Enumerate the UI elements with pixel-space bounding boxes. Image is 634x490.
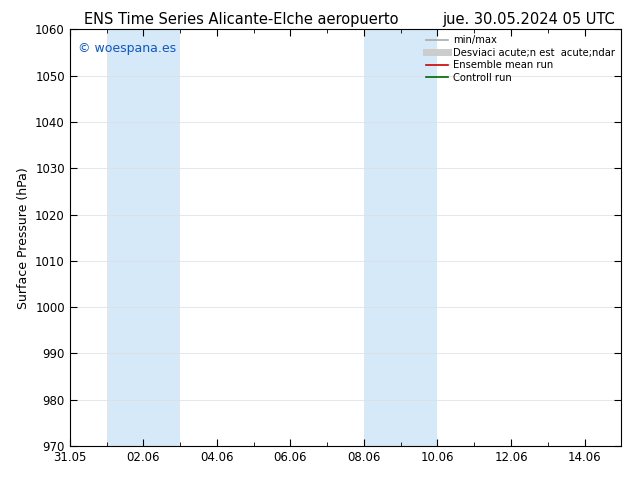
Bar [364, 29, 437, 446]
Text: © woespana.es: © woespana.es [78, 42, 176, 55]
Text: jue. 30.05.2024 05 UTC: jue. 30.05.2024 05 UTC [443, 12, 615, 27]
Text: ENS Time Series Alicante-Elche aeropuerto: ENS Time Series Alicante-Elche aeropuert… [84, 12, 398, 27]
Bar [107, 29, 180, 446]
Legend: min/max, Desviaci acute;n est  acute;ndar, Ensemble mean run, Controll run: min/max, Desviaci acute;n est acute;ndar… [422, 31, 619, 87]
Y-axis label: Surface Pressure (hPa): Surface Pressure (hPa) [16, 167, 30, 309]
